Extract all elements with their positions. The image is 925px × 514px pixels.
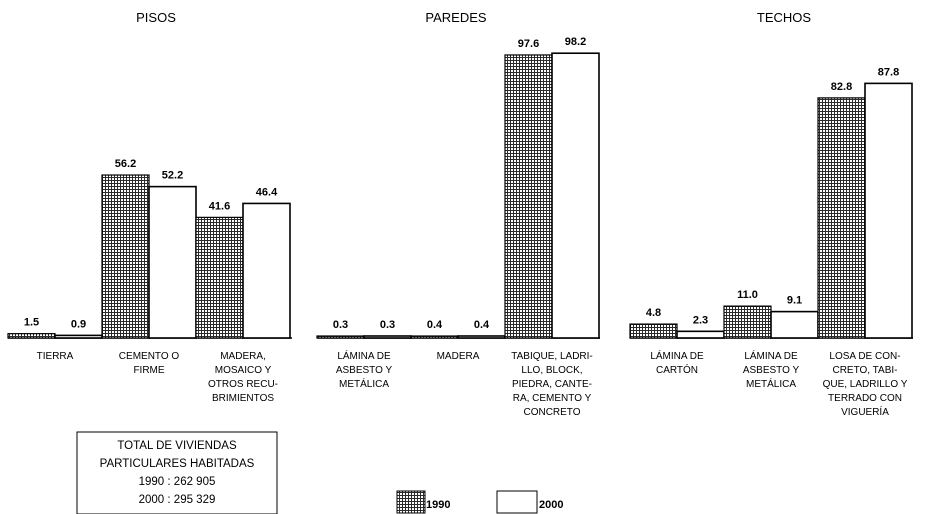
category-label-pisos-2: BRIMIENTOS	[212, 393, 274, 404]
category-label-techos-1: ASBESTO Y	[743, 365, 800, 376]
bar-techos-1-2000	[770, 310, 819, 339]
legend-swatch-1990	[396, 490, 426, 514]
category-label-paredes-0: LÁMINA DE	[337, 349, 391, 362]
category-label-paredes-0: METÁLICA	[339, 377, 389, 390]
bar-pisos-1-2000	[148, 185, 197, 339]
bar-paredes-2-1990	[504, 54, 553, 339]
totals-line-title: TOTAL DE VIVIENDAS	[117, 440, 237, 452]
bar-pisos-2-1990	[195, 216, 244, 339]
bar-paredes-1-2000	[457, 335, 506, 339]
legend-label-1990: 1990	[426, 499, 450, 511]
bar-pisos-0-1990	[7, 333, 56, 339]
category-label-techos-2: QUE, LADRILLO Y	[823, 379, 908, 390]
bar-paredes-1-1990	[410, 335, 459, 339]
legend-label-2000: 2000	[539, 499, 563, 511]
category-label-paredes-0: ASBESTO Y	[336, 365, 393, 376]
category-label-pisos-2: MADERA,	[220, 351, 266, 362]
value-label-pisos-0-2000: 0.9	[71, 318, 86, 330]
bar-pisos-1-1990	[101, 174, 150, 339]
category-label-paredes-2: TABIQUE, LADRI-	[511, 351, 593, 362]
category-label-pisos-2: MOSAICO Y	[215, 365, 272, 376]
category-label-pisos-1: FIRME	[133, 365, 164, 376]
value-label-pisos-1-1990: 56.2	[115, 158, 136, 170]
category-label-paredes-2: LLO, BLOCK,	[521, 365, 582, 376]
value-label-techos-2-1990: 82.8	[831, 81, 852, 93]
panel-title-pisos: PISOS	[136, 10, 176, 25]
totals-box-frame	[76, 431, 278, 514]
category-label-paredes-2: PIEDRA, CANTE-	[512, 379, 592, 390]
value-label-paredes-2-2000: 98.2	[565, 36, 586, 48]
legend-swatch-2000	[496, 490, 538, 514]
bar-techos-0-1990	[629, 323, 678, 339]
category-label-techos-1: LÁMINA DE	[744, 349, 798, 362]
value-label-techos-0-2000: 2.3	[693, 314, 708, 326]
value-label-paredes-0-2000: 0.3	[380, 319, 395, 331]
bar-techos-0-2000	[676, 330, 725, 339]
value-label-paredes-0-1990: 0.3	[333, 319, 348, 331]
category-label-techos-0: LÁMINA DE	[650, 349, 704, 362]
value-label-pisos-2-1990: 41.6	[209, 200, 230, 212]
category-label-pisos-0: TIERRA	[37, 351, 74, 362]
totals-line-subtitle: PARTICULARES HABITADAS	[100, 458, 255, 470]
category-label-techos-2: VIGUERÍA	[841, 405, 889, 418]
bar-techos-2-2000	[864, 82, 913, 339]
value-label-paredes-1-2000: 0.4	[474, 319, 490, 331]
bar-techos-1-1990	[723, 305, 772, 339]
panel-title-techos: TECHOS	[757, 10, 812, 25]
category-label-techos-1: METÁLICA	[746, 377, 796, 390]
category-label-pisos-2: OTROS RECU-	[208, 379, 278, 390]
bar-pisos-2-2000	[242, 202, 291, 339]
category-label-paredes-2: CONCRETO	[523, 407, 580, 418]
category-label-techos-2: CRETO, TABI-	[832, 365, 897, 376]
value-label-paredes-1-1990: 0.4	[427, 319, 443, 331]
value-label-techos-1-1990: 11.0	[737, 289, 758, 301]
category-label-techos-0: CARTÓN	[656, 363, 698, 376]
bar-techos-2-1990	[817, 97, 866, 339]
bar-paredes-0-1990	[316, 335, 365, 339]
category-label-techos-2: TERRADO CON	[828, 393, 902, 404]
bar-pisos-0-2000	[54, 334, 103, 339]
bar-paredes-0-2000	[363, 335, 412, 339]
category-label-pisos-1: CEMENTO O	[119, 351, 180, 362]
value-label-pisos-2-2000: 46.4	[256, 186, 278, 198]
category-label-paredes-2: RA, CEMENTO Y	[513, 393, 592, 404]
value-label-techos-0-1990: 4.8	[646, 307, 661, 319]
panel-title-paredes: PAREDES	[425, 10, 486, 25]
value-label-paredes-2-1990: 97.6	[518, 38, 539, 50]
category-label-techos-2: LOSA DE CON-	[829, 351, 900, 362]
bar-paredes-2-2000	[551, 52, 600, 339]
totals-line-1990: 1990 : 262 905	[139, 476, 216, 488]
category-label-paredes-1: MADERA	[437, 351, 480, 362]
totals-line-2000: 2000 : 295 329	[139, 494, 216, 506]
value-label-pisos-1-2000: 52.2	[162, 170, 183, 182]
value-label-pisos-0-1990: 1.5	[24, 317, 39, 329]
value-label-techos-2-2000: 87.8	[878, 66, 899, 78]
value-label-techos-1-2000: 9.1	[787, 295, 802, 307]
legend: 1990 2000	[396, 490, 563, 514]
totals-box: TOTAL DE VIVIENDAS PARTICULARES HABITADA…	[76, 431, 278, 514]
